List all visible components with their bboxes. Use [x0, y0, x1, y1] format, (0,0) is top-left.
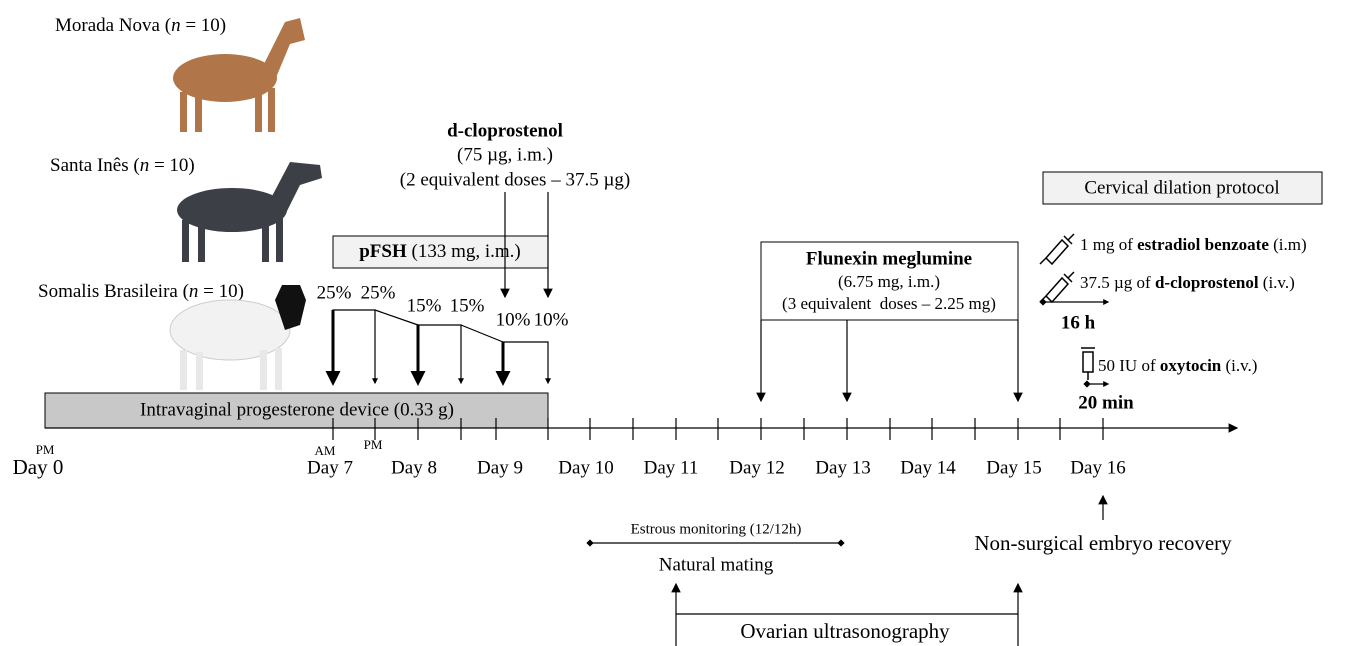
dose-steps — [325, 309, 551, 386]
dose-label: 10% — [496, 309, 531, 330]
cervical-step: 50 IU of oxytocin (i.v.) — [1098, 356, 1257, 375]
natural-mating: Natural mating — [659, 554, 774, 575]
sheep-morada-nova — [173, 18, 305, 132]
flunexin-box — [760, 241, 1019, 321]
flunexin-line: (3 equivalent doses – 2.25 mg) — [782, 294, 996, 313]
day-label: Day 15 — [986, 457, 1041, 478]
dose-label: 25% — [317, 282, 352, 303]
text-part: 37.5 µg of — [1080, 273, 1155, 292]
embryo-recovery: Non-surgical embryo recovery — [974, 531, 1232, 555]
text-part: n — [140, 155, 150, 176]
text-part: Somalis Brasileira ( — [38, 281, 189, 302]
sheep-santa-ines — [177, 162, 322, 262]
text-part: estradiol benzoate — [1137, 235, 1269, 254]
dose-label: 25% — [361, 282, 396, 303]
sheep-somalis — [169, 285, 306, 390]
dose-label: 15% — [450, 295, 485, 316]
text-part: (i.m) — [1269, 235, 1307, 254]
breed-label: Morada Nova (n = 10) — [55, 15, 226, 36]
day-label: Day 9 — [477, 457, 523, 478]
cervical-title: Cervical dilation protocol — [1084, 177, 1279, 198]
day-label: Day 13 — [815, 457, 870, 478]
flunexin-line: (6.75 mg, i.m.) — [838, 272, 940, 291]
text-part: 50 IU of — [1098, 356, 1160, 375]
time-mark: PM — [36, 442, 55, 457]
cervical-box — [1042, 171, 1323, 205]
flunexin-title: Flunexin meglumine — [806, 248, 972, 269]
text-part: n — [189, 281, 199, 302]
day-label: Day 16 — [1070, 457, 1125, 478]
pfsh-label: pFSH (133 mg, i.m.) — [359, 241, 521, 262]
day-label: Day 12 — [729, 457, 784, 478]
text-part: (i.v.) — [1221, 356, 1257, 375]
dose-label: 10% — [534, 309, 569, 330]
breed-label: Somalis Brasileira (n = 10) — [38, 281, 244, 302]
estrous-monitoring: Estrous monitoring (12/12h) — [631, 521, 802, 537]
text-part: = 10) — [181, 15, 227, 36]
pfsh-box — [332, 235, 549, 269]
text-part: = 10) — [149, 155, 195, 176]
ovarian-ultrasonography: Ovarian ultrasonography — [740, 619, 950, 643]
text-part: oxytocin — [1160, 356, 1222, 375]
cloprostenol-line: (2 equivalent doses – 37.5 µg) — [400, 169, 630, 190]
timeline-ticks — [332, 418, 1104, 440]
day-label: Day 0 — [13, 455, 64, 479]
time-mark: AM — [315, 443, 336, 458]
text-part: pFSH — [359, 241, 407, 262]
cloprostenol-title: d-cloprostenol — [447, 120, 563, 141]
interval-label: 16 h — [1061, 312, 1096, 333]
breed-label: Santa Inês (n = 10) — [50, 155, 195, 176]
day-label: Day 8 — [391, 457, 437, 478]
day-label: Day 14 — [900, 457, 956, 478]
text-part: (133 mg, i.m.) — [407, 241, 521, 262]
time-mark: PM — [364, 437, 383, 452]
dose-label: 15% — [407, 295, 442, 316]
text-part: d-cloprostenol — [1155, 273, 1259, 292]
progesterone-label: Intravaginal progesterone device (0.33 g… — [140, 399, 454, 420]
day-label: Day 11 — [644, 457, 699, 478]
syringe-icon — [1039, 233, 1095, 380]
progesterone-bar — [44, 392, 549, 429]
text-part: (i.v.) — [1259, 273, 1295, 292]
cervical-step: 37.5 µg of d-cloprostenol (i.v.) — [1080, 273, 1295, 292]
cloprostenol-line: (75 µg, i.m.) — [457, 144, 553, 165]
cervical-step: 1 mg of estradiol benzoate (i.m) — [1080, 235, 1307, 254]
interval-label: 20 min — [1078, 392, 1134, 413]
day-label: Day 10 — [558, 457, 613, 478]
text-part: Morada Nova ( — [55, 15, 171, 36]
text-part: 1 mg of — [1080, 235, 1137, 254]
text-part: n — [171, 15, 181, 36]
day-label: Day 7 — [307, 457, 353, 478]
text-part: = 10) — [198, 281, 244, 302]
text-part: Santa Inês ( — [50, 155, 140, 176]
